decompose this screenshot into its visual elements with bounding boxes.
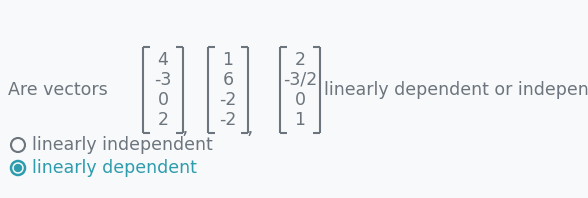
Text: 2: 2: [295, 51, 306, 69]
Text: -2: -2: [219, 91, 237, 109]
Text: 0: 0: [158, 91, 169, 109]
Text: 1: 1: [222, 51, 233, 69]
Text: Are vectors: Are vectors: [8, 81, 108, 99]
Text: 0: 0: [295, 91, 306, 109]
Text: linearly dependent: linearly dependent: [32, 159, 197, 177]
Circle shape: [15, 165, 22, 171]
Text: -3: -3: [154, 71, 172, 89]
Text: -2: -2: [219, 111, 237, 129]
Text: ,: ,: [247, 118, 253, 137]
Text: -3/2: -3/2: [283, 71, 317, 89]
Text: ,: ,: [182, 118, 188, 137]
Text: 4: 4: [158, 51, 168, 69]
Text: 2: 2: [158, 111, 169, 129]
Text: linearly independent: linearly independent: [32, 136, 213, 154]
Text: 1: 1: [295, 111, 306, 129]
Text: 6: 6: [222, 71, 233, 89]
Text: linearly dependent or independent?: linearly dependent or independent?: [324, 81, 588, 99]
